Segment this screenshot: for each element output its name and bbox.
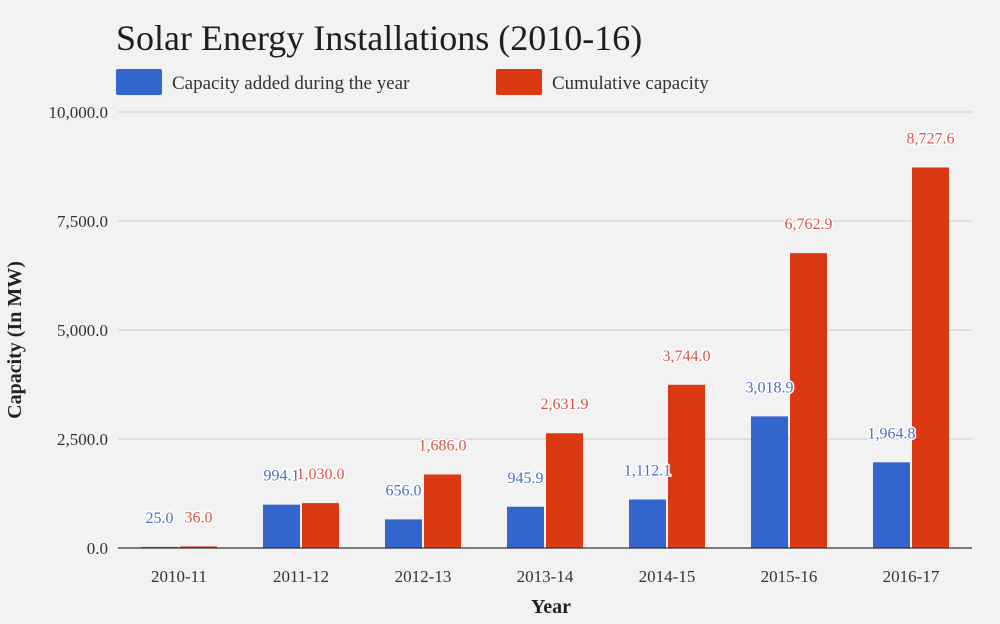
y-tick-label: 5,000.0 xyxy=(57,321,108,340)
bar-capacity-added[interactable] xyxy=(629,499,666,548)
legend[interactable]: Capacity added during the year Cumulativ… xyxy=(116,69,709,95)
y-tick-label: 10,000.0 xyxy=(49,103,109,122)
x-tick-label: 2015-16 xyxy=(761,567,818,586)
data-label-cumulative-capacity: 3,744.0 xyxy=(663,348,711,365)
bar-capacity-added[interactable] xyxy=(263,504,300,548)
bar-capacity-added[interactable] xyxy=(385,519,422,548)
data-label-cumulative-capacity: 1,686.0 xyxy=(419,437,467,454)
x-tick-label: 2013-14 xyxy=(517,567,574,586)
data-label-cumulative-capacity: 1,030.0 xyxy=(297,466,345,483)
data-label-cumulative-capacity: 6,762.9 xyxy=(785,216,833,233)
y-axis-title: Capacity (In MW) xyxy=(4,261,26,419)
x-tick-label: 2011-12 xyxy=(273,567,329,586)
y-tick-label: 2,500.0 xyxy=(57,430,108,449)
data-label-capacity-added: 1,964.8 xyxy=(868,425,916,442)
data-label-capacity-added: 3,018.9 xyxy=(746,379,794,396)
y-tick-label: 0.0 xyxy=(87,539,108,558)
bar-cumulative-capacity[interactable] xyxy=(790,253,827,548)
data-labels: 25.0 36.0 994.11,030.0 656.0 1,686.0 945.9 2,6… xyxy=(144,129,956,528)
x-tick-label: 2016-17 xyxy=(883,567,940,586)
legend-swatch-capacity-added xyxy=(116,69,162,95)
data-label-capacity-added: 25.0 xyxy=(146,510,174,527)
bar-capacity-added[interactable] xyxy=(751,416,788,548)
bar-capacity-added[interactable] xyxy=(873,462,910,548)
x-tick-label: 2014-15 xyxy=(639,567,696,586)
legend-label-capacity-added: Capacity added during the year xyxy=(172,73,410,94)
data-label-capacity-added: 1,112.1 xyxy=(624,463,671,480)
data-label-capacity-added: 945.9 xyxy=(508,470,544,487)
gridlines xyxy=(118,111,972,440)
bar-cumulative-capacity[interactable] xyxy=(668,384,705,548)
data-label-cumulative-capacity: 8,727.6 xyxy=(907,130,955,147)
bars xyxy=(141,167,949,549)
data-label-capacity-added: 994.1 xyxy=(264,468,300,485)
bar-cumulative-capacity[interactable] xyxy=(424,474,461,548)
y-tick-label: 7,500.0 xyxy=(57,212,108,231)
legend-label-cumulative-capacity: Cumulative capacity xyxy=(552,73,709,94)
bar-cumulative-capacity[interactable] xyxy=(180,546,217,548)
y-axis-ticks: 0.0 2,500.0 5,000.0 7,500.0 10,000.0 xyxy=(49,103,109,558)
x-tick-label: 2012-13 xyxy=(395,567,452,586)
legend-item-cumulative-capacity[interactable]: Cumulative capacity xyxy=(496,69,709,95)
bar-capacity-added[interactable] xyxy=(507,506,544,548)
chart-title: Solar Energy Installations (2010-16) xyxy=(116,18,642,58)
bar-cumulative-capacity[interactable] xyxy=(912,167,949,549)
legend-swatch-cumulative-capacity xyxy=(496,69,542,95)
bar-cumulative-capacity[interactable] xyxy=(546,433,583,548)
legend-item-capacity-added[interactable]: Capacity added during the year xyxy=(116,69,410,95)
bar-cumulative-capacity[interactable] xyxy=(302,503,339,548)
x-axis-ticks: 2010-11 2011-12 2012-13 2013-14 2014-15 2015-… xyxy=(151,567,940,586)
x-tick-label: 2010-11 xyxy=(151,567,207,586)
data-label-cumulative-capacity: 36.0 xyxy=(185,509,213,526)
x-axis-title: Year xyxy=(531,596,571,618)
data-label-cumulative-capacity: 2,631.9 xyxy=(541,396,589,413)
data-label-capacity-added: 656.0 xyxy=(386,482,422,499)
